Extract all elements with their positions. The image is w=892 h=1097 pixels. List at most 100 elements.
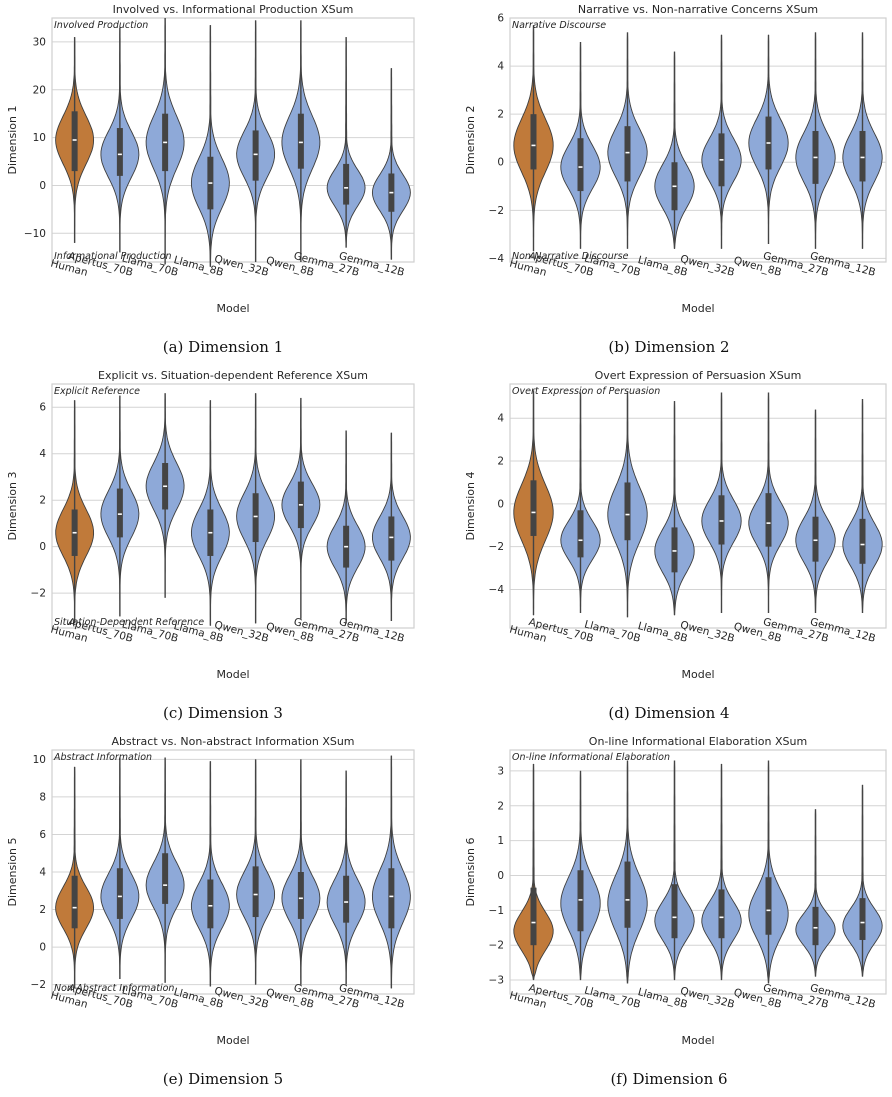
- violin-llama_70b: [607, 32, 648, 249]
- violin-llama_70b: [607, 392, 648, 618]
- violin-apertus_70b: [100, 757, 140, 979]
- annotation-top: Abstract Information: [53, 752, 152, 763]
- violin-qwen_32b: [701, 392, 742, 614]
- violin-llama_70b: [145, 393, 185, 598]
- y-tick-label: 10: [33, 754, 46, 766]
- x-tick-label: Qwen_32B: [679, 985, 736, 1011]
- y-tick-label: 10: [33, 132, 46, 144]
- iqr-box: [530, 114, 537, 170]
- violin-llama_8b: [190, 761, 230, 987]
- iqr-box: [624, 482, 631, 541]
- plot-frame: [51, 383, 415, 629]
- iqr-box: [577, 870, 584, 932]
- iqr-box: [388, 516, 395, 561]
- chart-panel-3: Explicit vs. Situation-dependent Referen…: [0, 366, 446, 731]
- violin-llama_70b: [145, 17, 185, 265]
- iqr-box: [765, 877, 772, 935]
- iqr-box: [812, 516, 819, 562]
- iqr-box: [207, 879, 214, 929]
- iqr-box: [859, 518, 866, 564]
- violin-qwen_32b: [701, 34, 742, 249]
- x-axis-label: Model: [216, 1034, 249, 1047]
- y-tick-label: 4: [39, 867, 46, 879]
- violin-gemma_27b: [795, 32, 836, 249]
- violin-qwen_8b: [281, 759, 321, 985]
- violin-qwen_32b: [701, 763, 742, 981]
- x-tick-label: Qwen_32B: [679, 253, 736, 279]
- iqr-box: [718, 495, 725, 545]
- figure-caption: (e) Dimension 5: [162, 1070, 284, 1088]
- violin-chart-1: Involved vs. Informational Production XS…: [6, 3, 415, 315]
- chart-title: Narrative vs. Non-narrative Concerns XSu…: [578, 3, 818, 16]
- y-tick-label: 2: [497, 109, 504, 121]
- iqr-box: [577, 138, 584, 192]
- chart-title: On-line Informational Elaboration XSum: [589, 735, 807, 748]
- y-axis-label: Dimension 2: [464, 106, 477, 175]
- iqr-box: [162, 853, 169, 904]
- chart-panel-5: Abstract vs. Non-abstract Information XS…: [0, 732, 446, 1097]
- violin-llama_8b: [654, 401, 695, 616]
- y-tick-label: 0: [497, 498, 504, 510]
- plot-frame: [51, 749, 415, 995]
- iqr-box: [859, 898, 866, 940]
- violin-human: [55, 766, 95, 989]
- annotation-top: Involved Production: [54, 20, 148, 31]
- iqr-box: [116, 488, 123, 538]
- y-tick-label: 6: [39, 402, 46, 414]
- violin-qwen_32b: [236, 759, 276, 985]
- iqr-box: [718, 889, 725, 939]
- figure-caption: (d) Dimension 4: [608, 704, 730, 722]
- chart-panel-1: Involved vs. Informational Production XS…: [0, 0, 446, 365]
- x-axis-label: Model: [216, 668, 249, 681]
- y-tick-label: 0: [497, 870, 504, 882]
- violin-llama_8b: [190, 400, 230, 626]
- y-tick-label: 4: [39, 448, 46, 460]
- plot-frame: [509, 17, 887, 263]
- y-tick-label: 1: [497, 835, 504, 847]
- x-axis-label: Model: [681, 1034, 714, 1047]
- iqr-box: [252, 493, 259, 543]
- iqr-box: [116, 868, 123, 919]
- chart-title: Overt Expression of Persuasion XSum: [595, 369, 802, 382]
- y-tick-label: 6: [39, 829, 46, 841]
- annotation-bottom: Situation-Dependent Reference: [54, 617, 204, 628]
- violin-apertus_70b: [560, 770, 601, 981]
- iqr-box: [252, 130, 259, 181]
- y-axis-label: Dimension 3: [6, 472, 19, 541]
- violin-llama_8b: [190, 25, 230, 267]
- y-axis-label: Dimension 6: [464, 838, 477, 907]
- iqr-box: [297, 113, 304, 169]
- figure-caption: (a) Dimension 1: [162, 338, 284, 356]
- y-tick-label: −1: [489, 905, 504, 917]
- chart-panel-4: Overt Expression of Persuasion XSum −4 −2 0…: [446, 366, 892, 731]
- violin-apertus_70b: [560, 41, 601, 249]
- violin-gemma_12b: [371, 432, 411, 622]
- iqr-box: [297, 872, 304, 919]
- violin-llama_70b: [145, 757, 185, 983]
- violin-chart-5: Abstract vs. Non-abstract Information XS…: [6, 735, 415, 1047]
- chart-title: Abstract vs. Non-abstract Information XS…: [111, 735, 354, 748]
- violin-gemma_12b: [842, 784, 883, 977]
- plot-frame: [509, 383, 887, 629]
- violin-apertus_70b: [100, 395, 140, 617]
- y-tick-label: 2: [39, 904, 46, 916]
- violin-llama_8b: [654, 760, 695, 981]
- x-axis-label: Model: [681, 302, 714, 315]
- iqr-box: [624, 126, 631, 182]
- violin-gemma_27b: [326, 770, 366, 985]
- iqr-box: [252, 866, 259, 918]
- figure-caption: (f) Dimension 6: [610, 1070, 728, 1088]
- violin-llama_70b: [607, 760, 648, 984]
- violin-gemma_12b: [842, 398, 883, 614]
- iqr-box: [671, 884, 678, 939]
- annotation-top: Explicit Reference: [54, 386, 140, 397]
- violin-apertus_70b: [100, 27, 140, 253]
- y-tick-label: 30: [33, 36, 46, 48]
- y-tick-label: 2: [39, 495, 46, 507]
- violin-human: [513, 763, 554, 981]
- y-tick-label: 0: [39, 180, 46, 192]
- y-tick-label: −4: [489, 253, 505, 265]
- iqr-box: [624, 861, 631, 928]
- iqr-box: [71, 111, 78, 172]
- chart-panel-6: On-line Informational Elaboration XSum −3…: [446, 732, 892, 1097]
